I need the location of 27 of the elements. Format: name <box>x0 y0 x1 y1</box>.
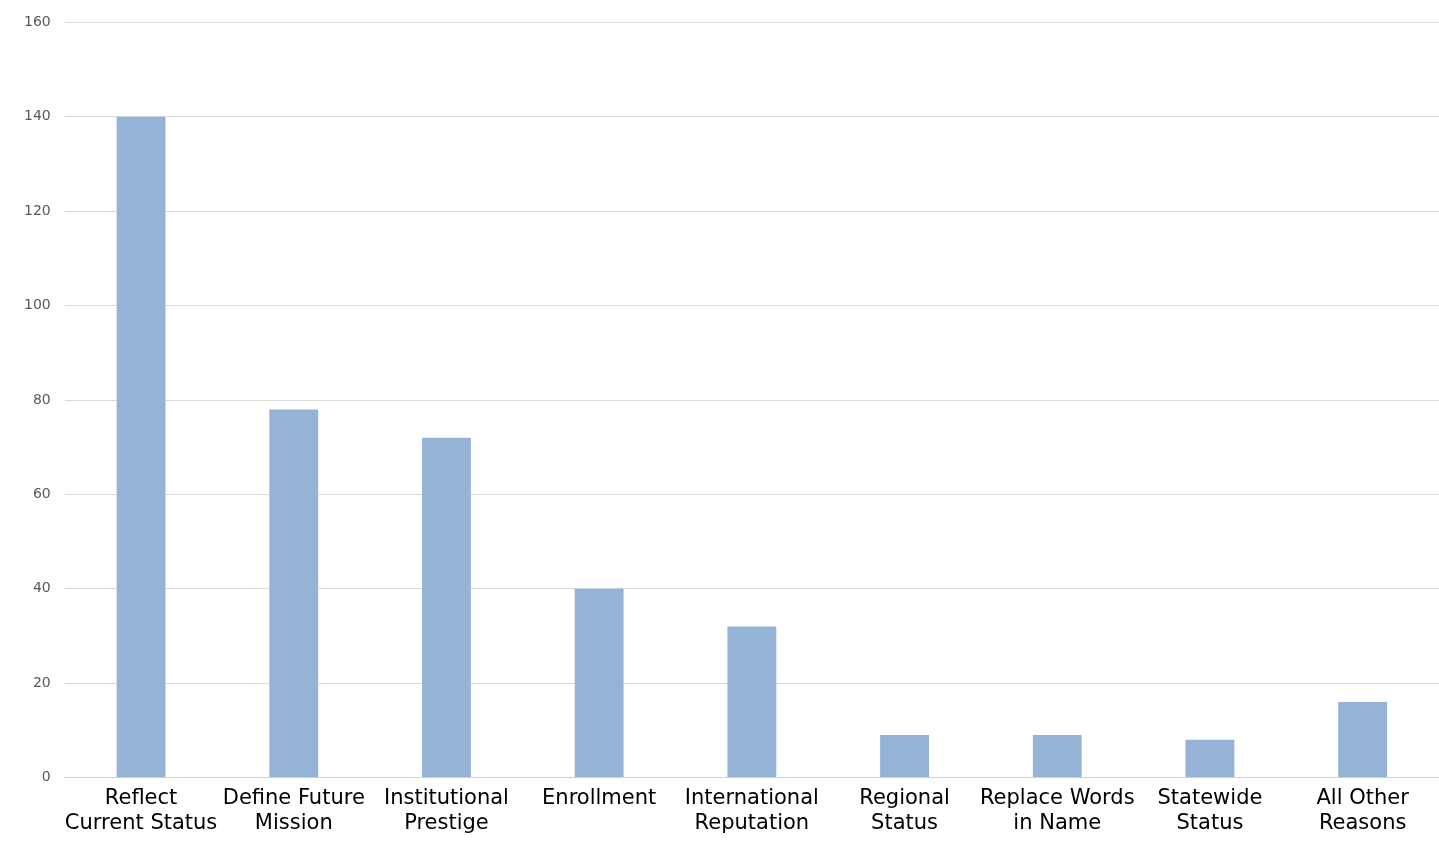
bar <box>269 409 319 778</box>
y-tick-label: 40 <box>32 579 51 596</box>
x-tick-label: Statewide Status <box>1157 784 1263 834</box>
x-tick-label: International Reputation <box>684 784 819 834</box>
bar <box>880 735 929 778</box>
x-tick-label: Regional Status <box>859 784 950 834</box>
bar <box>1032 735 1082 778</box>
bar <box>574 588 624 778</box>
bar <box>727 626 777 778</box>
y-tick-label: 60 <box>32 485 51 502</box>
y-tick-label: 80 <box>32 390 51 407</box>
y-tick-label: 20 <box>32 673 51 690</box>
bar <box>1338 702 1388 778</box>
y-tick-label: 100 <box>23 296 51 313</box>
x-tick-label: Institutional Prestige <box>383 784 509 834</box>
x-tick-label: Replace Words in Name <box>979 784 1135 834</box>
bar <box>422 437 471 778</box>
x-tick-label: Define Future Mission <box>222 784 365 834</box>
bar <box>116 116 166 778</box>
x-tick-label: Reflect Current Status <box>64 784 218 834</box>
y-tick-label: 0 <box>41 768 51 785</box>
y-tick-label: 140 <box>23 107 51 124</box>
x-tick-label: Enrollment <box>542 784 657 809</box>
x-tick-label: All Other Reasons <box>1316 784 1410 834</box>
bar <box>1185 739 1235 778</box>
y-tick-label: 120 <box>23 201 51 218</box>
y-tick-label: 160 <box>23 13 51 30</box>
